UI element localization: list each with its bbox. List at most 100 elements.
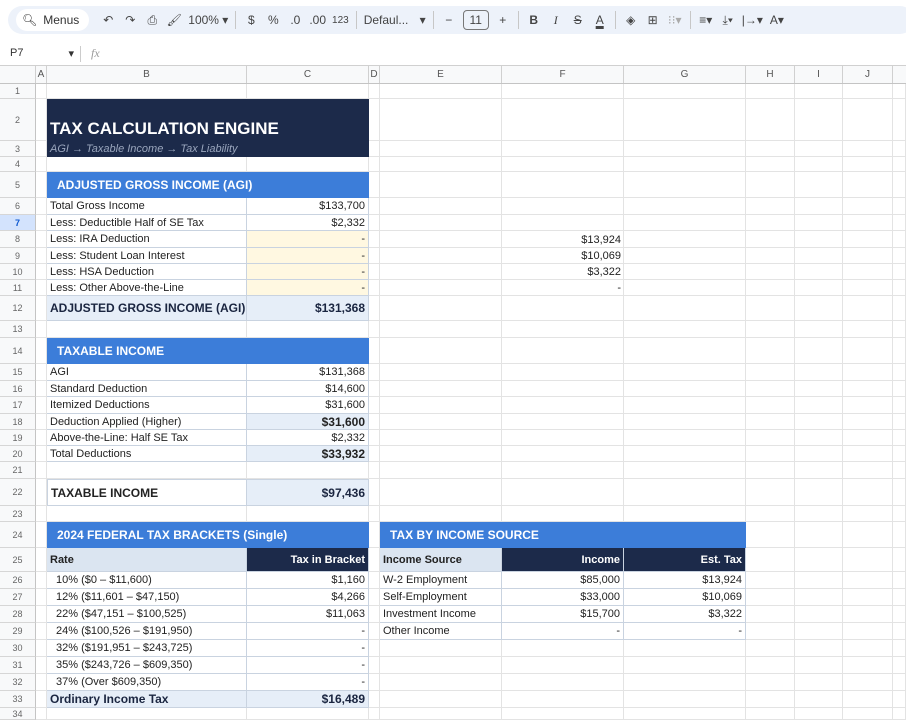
- cell[interactable]: [795, 99, 843, 141]
- cell[interactable]: [380, 462, 502, 479]
- cell[interactable]: [624, 248, 746, 264]
- cell[interactable]: [893, 280, 906, 296]
- row-header[interactable]: 31: [0, 657, 36, 674]
- cell[interactable]: [843, 462, 893, 479]
- cell[interactable]: [893, 506, 906, 522]
- cell[interactable]: [893, 430, 906, 446]
- cell[interactable]: [746, 157, 795, 172]
- cell[interactable]: [380, 198, 502, 215]
- cell[interactable]: [36, 264, 47, 280]
- bracket-value[interactable]: -: [247, 674, 369, 691]
- column-header-c[interactable]: C: [247, 66, 369, 83]
- row-header[interactable]: 25: [0, 548, 36, 572]
- cell[interactable]: [624, 462, 746, 479]
- cell[interactable]: [502, 280, 624, 296]
- cell[interactable]: [502, 215, 624, 231]
- row-header[interactable]: 30: [0, 640, 36, 657]
- bracket-label[interactable]: 37% (Over $609,350): [47, 674, 247, 691]
- cell[interactable]: [369, 674, 380, 691]
- row-header[interactable]: 21: [0, 462, 36, 479]
- cell[interactable]: [36, 338, 47, 364]
- cell[interactable]: [36, 640, 47, 657]
- select-all[interactable]: [0, 66, 36, 83]
- cell[interactable]: [746, 141, 795, 157]
- taxable-value[interactable]: $2,332: [247, 430, 369, 446]
- cell[interactable]: [369, 364, 380, 381]
- cell[interactable]: [380, 280, 502, 296]
- cell[interactable]: [380, 264, 502, 280]
- cell[interactable]: [893, 321, 906, 338]
- cell[interactable]: [893, 296, 906, 321]
- cell[interactable]: [380, 248, 502, 264]
- cell[interactable]: [502, 364, 624, 381]
- taxable-label[interactable]: Deduction Applied (Higher): [47, 414, 247, 430]
- cell[interactable]: [36, 321, 47, 338]
- sheet-grid[interactable]: 1 2 3 4 5 6 7 8 9 10 11 12 13 14 15 16 17 18 19 20 21 22 23 24 2…: [0, 84, 906, 720]
- cell[interactable]: [624, 381, 746, 397]
- bracket-label[interactable]: 24% ($100,526 – $191,950): [47, 623, 247, 640]
- row-header[interactable]: 12: [0, 296, 36, 321]
- column-header-e[interactable]: E: [380, 66, 502, 83]
- font-select[interactable]: Defaul... ▾: [363, 13, 426, 27]
- cell[interactable]: [380, 296, 502, 321]
- cell[interactable]: [502, 691, 624, 708]
- agi-label[interactable]: Less: HSA Deduction: [47, 264, 247, 280]
- cell[interactable]: [624, 446, 746, 462]
- cell[interactable]: [893, 674, 906, 691]
- cell[interactable]: [746, 414, 795, 430]
- cell[interactable]: [369, 99, 380, 141]
- cell[interactable]: [795, 462, 843, 479]
- fill-color-icon[interactable]: ◈: [626, 13, 636, 27]
- cell[interactable]: [380, 157, 502, 172]
- agi-total-label[interactable]: ADJUSTED GROSS INCOME (AGI): [47, 296, 247, 321]
- cell[interactable]: [843, 397, 893, 414]
- cell[interactable]: [36, 215, 47, 231]
- cell[interactable]: [369, 414, 380, 430]
- cell[interactable]: [380, 506, 502, 522]
- cell[interactable]: [746, 364, 795, 381]
- cell[interactable]: [369, 462, 380, 479]
- cell[interactable]: [843, 674, 893, 691]
- taxable-value[interactable]: $31,600: [247, 397, 369, 414]
- cell[interactable]: [369, 589, 380, 606]
- cell[interactable]: [624, 708, 746, 720]
- cell[interactable]: [380, 708, 502, 720]
- cell[interactable]: [893, 606, 906, 623]
- cell[interactable]: [369, 623, 380, 640]
- cell[interactable]: [893, 691, 906, 708]
- agi-label[interactable]: Less: Deductible Half of SE Tax: [47, 215, 247, 231]
- cell[interactable]: [502, 296, 624, 321]
- row-header[interactable]: 19: [0, 430, 36, 446]
- cell[interactable]: [795, 522, 843, 548]
- cell[interactable]: [36, 572, 47, 589]
- cell[interactable]: [36, 397, 47, 414]
- taxable-value[interactable]: $31,600: [247, 414, 369, 430]
- cell[interactable]: [380, 215, 502, 231]
- cell[interactable]: [380, 657, 502, 674]
- cell[interactable]: [746, 589, 795, 606]
- row-header[interactable]: 20: [0, 446, 36, 462]
- vertical-align-icon[interactable]: ⤓▾: [722, 12, 733, 27]
- column-header-b[interactable]: B: [47, 66, 247, 83]
- cell[interactable]: [369, 338, 380, 364]
- cell[interactable]: [893, 446, 906, 462]
- cell[interactable]: [380, 674, 502, 691]
- cell[interactable]: [795, 479, 843, 506]
- cell[interactable]: [843, 691, 893, 708]
- cell[interactable]: [893, 572, 906, 589]
- bracket-value[interactable]: $1,160: [247, 572, 369, 589]
- row-header[interactable]: 33: [0, 691, 36, 708]
- agi-label[interactable]: Less: Other Above-the-Line: [47, 280, 247, 296]
- cell[interactable]: [36, 172, 47, 198]
- cell[interactable]: [624, 280, 746, 296]
- cell[interactable]: [369, 231, 380, 248]
- formula-input[interactable]: [100, 45, 906, 63]
- taxable-label[interactable]: Above-the-Line: Half SE Tax: [47, 430, 247, 446]
- cell[interactable]: [843, 248, 893, 264]
- cell[interactable]: [36, 548, 47, 572]
- cell[interactable]: [843, 446, 893, 462]
- source-income[interactable]: $85,000: [502, 572, 624, 589]
- cell[interactable]: [843, 296, 893, 321]
- column-header-a[interactable]: A: [36, 66, 47, 83]
- cell[interactable]: [746, 430, 795, 446]
